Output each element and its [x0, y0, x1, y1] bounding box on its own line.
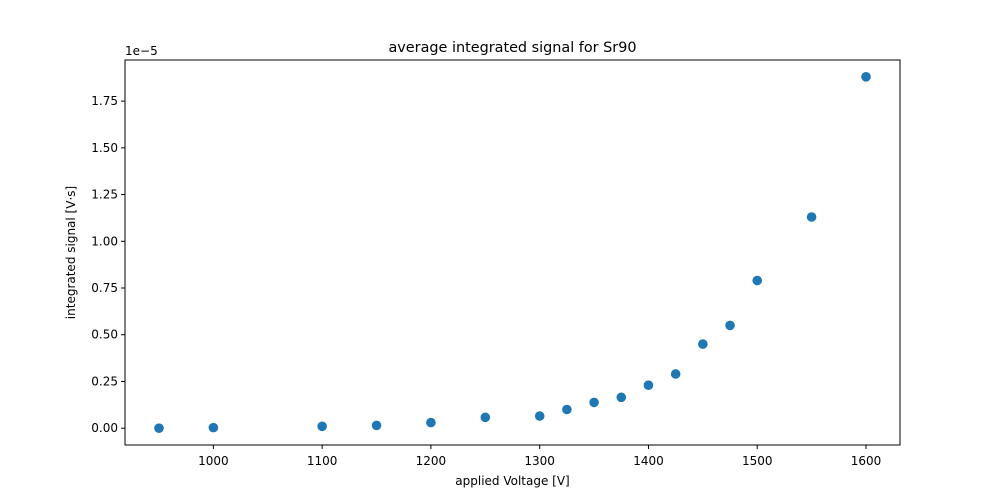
data-point — [725, 320, 735, 331]
data-point — [208, 422, 219, 433]
data-point — [643, 380, 654, 390]
y-tick-label: 0.25 — [91, 374, 118, 388]
data-point — [589, 397, 599, 408]
data-point — [806, 212, 817, 222]
data-point — [317, 421, 327, 432]
x-tick-label: 1400 — [633, 454, 664, 468]
data-point — [616, 392, 627, 403]
data-point — [861, 72, 871, 82]
data-point — [480, 412, 491, 423]
axes-frame — [124, 59, 901, 446]
x-tick-label: 1300 — [524, 454, 555, 468]
y-tick-label: 0.75 — [91, 281, 118, 295]
plot-area: 1000 1100 1200 1300 1400 1500 1600 0.00 0.25 0.50… — [91, 72, 881, 468]
data-point — [534, 411, 545, 421]
data-point — [752, 275, 763, 286]
data-point — [562, 404, 572, 415]
y-tick-label: 0.00 — [91, 421, 118, 435]
data-point — [670, 369, 681, 379]
data-point — [371, 420, 382, 431]
x-axis-label: applied Voltage [V] — [455, 474, 569, 488]
y-tick-label: 1.00 — [91, 234, 118, 248]
data-point — [426, 417, 436, 428]
y-axis-label: integrated signal [V·s] — [64, 186, 78, 319]
x-tick-label: 1500 — [742, 454, 773, 468]
x-tick-label: 1000 — [198, 454, 229, 468]
y-tick-label: 1.75 — [91, 94, 118, 108]
data-point — [154, 423, 164, 433]
y-tick-label: 0.50 — [91, 328, 118, 342]
y-tick-label: 1.25 — [91, 188, 118, 202]
data-point — [698, 339, 708, 349]
chart-title: average integrated signal for Sr90 — [388, 40, 636, 56]
x-tick-label: 1600 — [851, 454, 882, 468]
x-tick-label: 1100 — [307, 454, 338, 468]
x-tick-label: 1200 — [416, 454, 447, 468]
y-offset-label: 1e−5 — [125, 44, 158, 58]
y-tick-label: 1.50 — [91, 141, 118, 155]
